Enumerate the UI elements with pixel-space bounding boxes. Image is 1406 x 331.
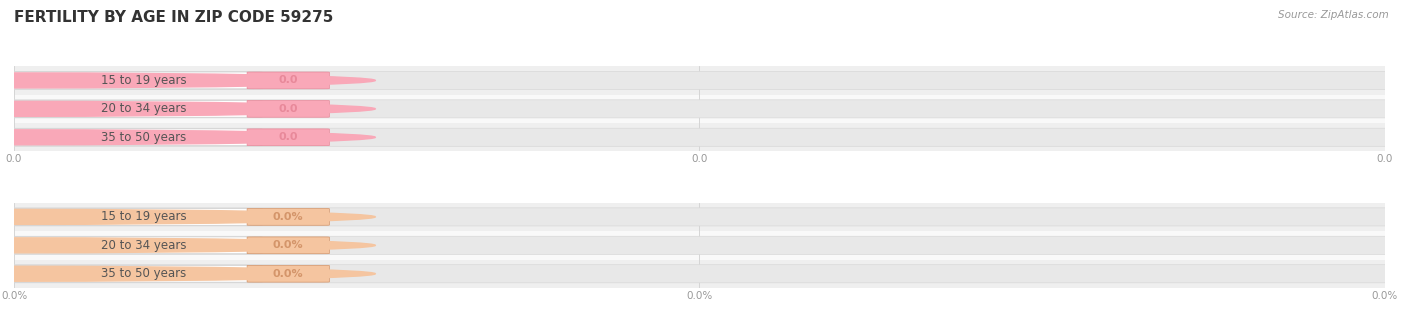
Bar (14, 123, 1385, 152)
Text: 0.0: 0.0 (278, 132, 298, 142)
FancyBboxPatch shape (247, 129, 329, 146)
FancyBboxPatch shape (3, 236, 1396, 254)
Text: 35 to 50 years: 35 to 50 years (101, 267, 186, 280)
FancyBboxPatch shape (3, 208, 1396, 226)
FancyBboxPatch shape (247, 72, 329, 89)
Bar (14, 203, 1385, 231)
Text: Source: ZipAtlas.com: Source: ZipAtlas.com (1278, 10, 1389, 20)
FancyBboxPatch shape (10, 100, 262, 117)
Circle shape (0, 101, 375, 116)
Circle shape (0, 266, 375, 281)
FancyBboxPatch shape (247, 101, 329, 117)
Circle shape (0, 130, 375, 145)
FancyBboxPatch shape (3, 100, 1396, 118)
Circle shape (0, 73, 375, 88)
Text: FERTILITY BY AGE IN ZIP CODE 59275: FERTILITY BY AGE IN ZIP CODE 59275 (14, 10, 333, 25)
Text: 15 to 19 years: 15 to 19 years (101, 74, 187, 87)
FancyBboxPatch shape (247, 237, 329, 254)
Bar (14, 231, 1385, 260)
FancyBboxPatch shape (10, 209, 262, 225)
FancyBboxPatch shape (247, 209, 329, 225)
Text: 0.0: 0.0 (278, 104, 298, 114)
Text: 15 to 19 years: 15 to 19 years (101, 211, 187, 223)
Circle shape (0, 210, 375, 224)
FancyBboxPatch shape (247, 265, 329, 282)
FancyBboxPatch shape (10, 265, 262, 282)
Text: 0.0%: 0.0% (273, 240, 304, 250)
FancyBboxPatch shape (3, 71, 1396, 89)
FancyBboxPatch shape (10, 72, 262, 89)
FancyBboxPatch shape (3, 128, 1396, 146)
Circle shape (0, 238, 375, 253)
FancyBboxPatch shape (10, 129, 262, 146)
Text: 35 to 50 years: 35 to 50 years (101, 131, 186, 144)
Text: 0.0: 0.0 (278, 75, 298, 85)
Text: 20 to 34 years: 20 to 34 years (101, 239, 187, 252)
Bar (14, 66, 1385, 95)
Text: 20 to 34 years: 20 to 34 years (101, 102, 187, 115)
Text: 0.0%: 0.0% (273, 212, 304, 222)
Bar (14, 95, 1385, 123)
Bar (14, 260, 1385, 288)
FancyBboxPatch shape (10, 237, 262, 254)
Text: 0.0%: 0.0% (273, 269, 304, 279)
FancyBboxPatch shape (3, 265, 1396, 283)
